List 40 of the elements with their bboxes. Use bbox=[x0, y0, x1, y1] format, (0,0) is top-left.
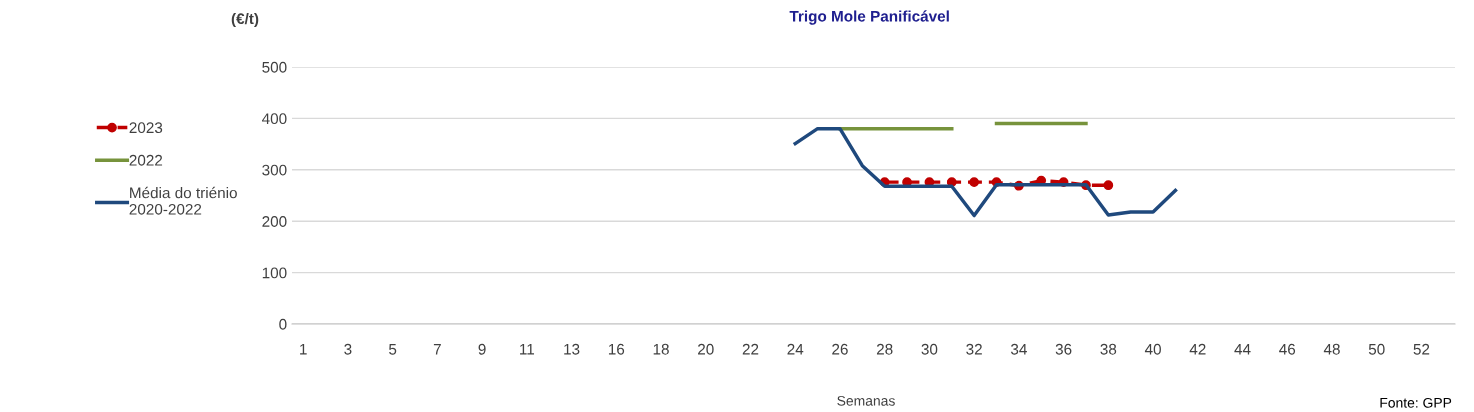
x-tick-label: 3 bbox=[344, 343, 352, 355]
x-tick-label: 50 bbox=[1368, 343, 1385, 355]
x-tick-label: 5 bbox=[389, 344, 397, 355]
line-series bbox=[793, 126, 1178, 218]
legend-label: 2022 bbox=[129, 154, 163, 166]
y-tick-label: 300 bbox=[262, 164, 287, 176]
x-tick-label: 32 bbox=[966, 343, 982, 355]
source-note: Fonte: GPP bbox=[1380, 397, 1452, 408]
x-tick-label: 34 bbox=[1010, 343, 1027, 355]
x-tick-label: 44 bbox=[1234, 344, 1251, 355]
x-tick-label: 13 bbox=[564, 343, 580, 355]
x-tick-label: 26 bbox=[832, 343, 848, 355]
x-tick-label: 42 bbox=[1189, 343, 1206, 355]
x-tick-label: 48 bbox=[1323, 343, 1340, 355]
x-tick-label: 22 bbox=[742, 343, 759, 355]
legend-label: Média do triénio 2020-2022 bbox=[129, 186, 237, 215]
x-tick-label: 11 bbox=[520, 344, 535, 355]
y-tick-label: 0 bbox=[279, 318, 287, 330]
x-tick-label: 16 bbox=[608, 343, 625, 355]
x-tick-label: 38 bbox=[1100, 343, 1117, 355]
x-tick-label: 30 bbox=[921, 343, 938, 355]
x-tick-label: 24 bbox=[787, 343, 804, 355]
x-tick-label: 36 bbox=[1055, 343, 1072, 355]
x-tick-label: 9 bbox=[478, 343, 486, 355]
y-tick-label: 500 bbox=[262, 61, 287, 73]
x-tick-label: 46 bbox=[1279, 343, 1296, 355]
x-tick-label: 28 bbox=[876, 343, 893, 355]
chart-title: Trigo Mole Panificável bbox=[789, 10, 949, 25]
y-axis-title: (€/t) bbox=[231, 12, 259, 28]
x-tick-label: 1 bbox=[300, 344, 307, 355]
y-tick-label: 100 bbox=[262, 267, 287, 279]
x-tick-label: 40 bbox=[1144, 343, 1161, 355]
x-axis-title: Semanas bbox=[837, 395, 895, 406]
y-tick-label: 200 bbox=[262, 216, 287, 227]
y-tick-label: 400 bbox=[262, 113, 287, 125]
x-tick-label: 52 bbox=[1413, 343, 1430, 355]
x-tick-label: 7 bbox=[433, 344, 441, 355]
legend-label: 2023 bbox=[129, 122, 163, 134]
x-tick-label: 20 bbox=[698, 343, 714, 355]
x-tick-label: 18 bbox=[653, 343, 669, 355]
